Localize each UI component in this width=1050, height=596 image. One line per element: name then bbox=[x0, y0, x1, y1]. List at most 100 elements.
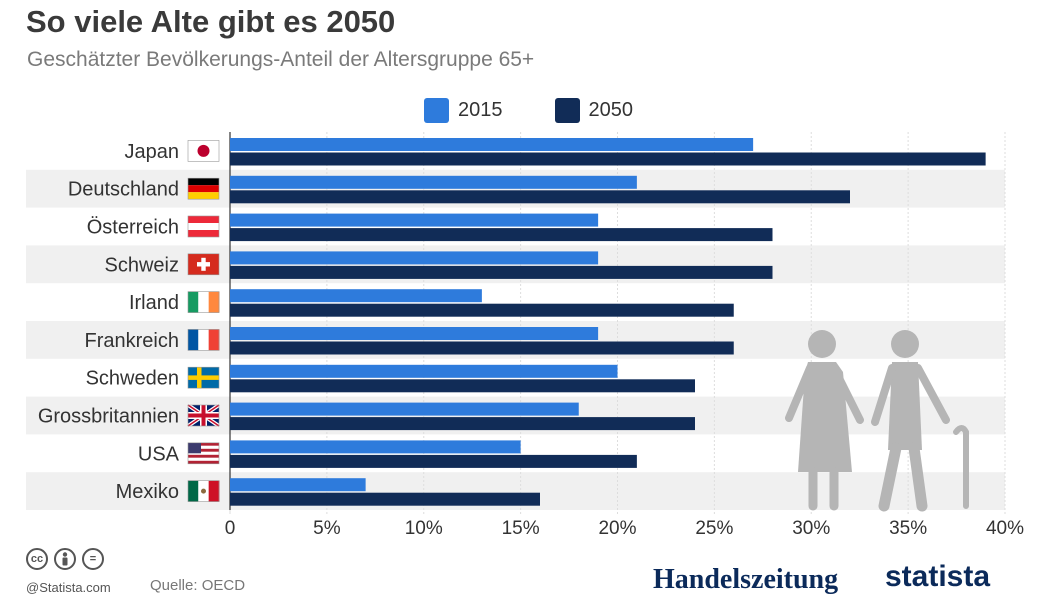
category-label: Schweden bbox=[86, 368, 179, 390]
usa-flag-icon bbox=[187, 442, 220, 465]
statista-logo: statista bbox=[885, 560, 991, 593]
category-label: Deutschland bbox=[68, 179, 179, 201]
bar-2015 bbox=[230, 138, 754, 151]
equals-icon: = bbox=[82, 548, 104, 570]
bar-2015 bbox=[230, 478, 366, 492]
elderly-couple-icon bbox=[785, 330, 969, 512]
flag-part bbox=[208, 480, 220, 502]
flag-part bbox=[198, 291, 209, 313]
flag-border bbox=[187, 291, 220, 313]
flag-border bbox=[187, 215, 220, 238]
category-label: Schweiz bbox=[105, 254, 179, 276]
x-tick-label: 25% bbox=[695, 518, 733, 539]
france-flag-icon bbox=[187, 329, 220, 351]
flag-part bbox=[208, 329, 220, 351]
bar-2015 bbox=[230, 289, 482, 303]
bar-2050 bbox=[230, 190, 850, 204]
cc-icon: cc bbox=[26, 548, 48, 570]
category-label: Österreich bbox=[87, 217, 179, 239]
chart-subtitle: Geschätzter Bevölkerungs-Anteil der Alte… bbox=[27, 48, 535, 71]
flag-border bbox=[187, 329, 220, 351]
flag-part bbox=[188, 375, 219, 380]
source-text: Quelle: OECD bbox=[150, 577, 246, 594]
category-label: Japan bbox=[125, 141, 180, 163]
legend-item-2015: 2015 bbox=[424, 97, 503, 123]
handelszeitung-logo: Handelszeitung bbox=[653, 564, 839, 595]
bar-2015 bbox=[230, 251, 599, 265]
uk-flag-icon bbox=[186, 403, 221, 428]
japan-flag-icon bbox=[187, 140, 220, 162]
flag-part bbox=[188, 445, 219, 449]
flag-part bbox=[188, 442, 201, 454]
x-tick-label: 40% bbox=[986, 518, 1024, 539]
flag-part bbox=[208, 291, 220, 313]
flag-part bbox=[188, 480, 199, 502]
category-label: Irland bbox=[129, 292, 179, 314]
bar-2015 bbox=[230, 402, 579, 416]
bar-2050 bbox=[230, 265, 773, 279]
legend-item-2050: 2050 bbox=[554, 97, 634, 123]
bar-2015 bbox=[230, 327, 599, 340]
sweden-flag-icon bbox=[187, 366, 220, 389]
bar-2050 bbox=[230, 417, 695, 431]
flag-border bbox=[187, 253, 220, 276]
copyright-text: @Statista.com bbox=[26, 580, 111, 595]
switzerland-flag-icon bbox=[187, 253, 220, 276]
legend-label-2050: 2050 bbox=[588, 98, 634, 121]
legend-label-2015: 2015 bbox=[458, 98, 503, 121]
category-label: Mexiko bbox=[116, 481, 179, 503]
chart-title: So viele Alte gibt es 2050 bbox=[26, 4, 396, 39]
flag-border bbox=[187, 480, 220, 502]
flag-border bbox=[187, 140, 220, 162]
bar-2015 bbox=[230, 440, 521, 454]
flag-part bbox=[188, 178, 219, 186]
legend-swatch-2015 bbox=[424, 97, 449, 123]
license-icons: cc = bbox=[26, 548, 110, 570]
flag-part bbox=[188, 448, 219, 452]
flag-part bbox=[188, 457, 219, 461]
bar-2050 bbox=[230, 454, 637, 468]
bar-2015 bbox=[230, 364, 618, 378]
flag-part bbox=[197, 262, 210, 267]
category-label: Grossbritannien bbox=[38, 406, 179, 428]
category-label: USA bbox=[138, 443, 180, 465]
flag-part bbox=[188, 192, 219, 200]
flag-part bbox=[188, 230, 219, 237]
flag-border bbox=[187, 404, 220, 427]
bar-2015 bbox=[230, 175, 637, 189]
flag-part bbox=[201, 488, 206, 494]
legend-swatch-2050 bbox=[554, 97, 580, 123]
x-tick-label: 0 bbox=[225, 518, 236, 539]
flag-part bbox=[198, 329, 209, 351]
bar-2050 bbox=[230, 341, 734, 355]
ireland-flag-icon bbox=[187, 291, 220, 313]
germany-flag-icon bbox=[187, 177, 220, 200]
flag-border bbox=[187, 177, 220, 200]
bar-2015 bbox=[230, 213, 599, 227]
bar-2050 bbox=[230, 379, 695, 393]
flag-part bbox=[188, 454, 219, 458]
x-tick-label: 10% bbox=[405, 518, 443, 539]
x-tick-label: 5% bbox=[313, 518, 341, 539]
flag-part bbox=[188, 413, 219, 418]
flag-part bbox=[188, 223, 219, 230]
flag-part bbox=[188, 460, 219, 464]
bar-2050 bbox=[230, 492, 540, 506]
flag-border bbox=[187, 442, 220, 465]
bar-chart: Japan Deutschland Österreich Schweiz Irland F… bbox=[26, 132, 1024, 539]
flag-part bbox=[188, 291, 199, 313]
mexico-flag-icon bbox=[187, 480, 220, 502]
x-tick-label: 20% bbox=[598, 518, 636, 539]
x-tick-label: 35% bbox=[889, 518, 927, 539]
bar-2050 bbox=[230, 303, 734, 317]
x-tick-label: 15% bbox=[502, 518, 540, 539]
flag-part bbox=[188, 329, 199, 351]
flag-part bbox=[188, 442, 219, 446]
flag-part bbox=[197, 144, 210, 157]
flag-border bbox=[187, 366, 220, 389]
bar-2050 bbox=[230, 228, 773, 242]
person-icon bbox=[54, 548, 76, 570]
x-tick-label: 30% bbox=[792, 518, 830, 539]
category-label: Frankreich bbox=[85, 330, 179, 352]
flag-part bbox=[188, 451, 219, 455]
